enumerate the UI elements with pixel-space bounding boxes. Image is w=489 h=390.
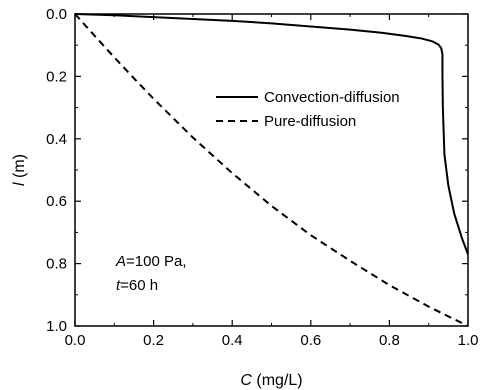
labels-layer: 0.0 0.2 0.4 0.6 0.8 1.00.00.20.40.60.81.0C (m… (11, 6, 478, 389)
y-tick-label: 0.0 (46, 6, 67, 23)
x-tick-label: 0.6 (300, 332, 321, 349)
y-tick-label: 0.8 (46, 256, 67, 273)
series-line-convection-diffusion (74, 13, 469, 255)
annotation: A=100 Pa, t=60 h (115, 253, 186, 294)
y-tick-label: 0.2 (46, 68, 67, 85)
y-axis-title: l (m) (11, 154, 28, 186)
legend: Convection-diffusion Pure-diffusion (216, 89, 400, 130)
legend-label: Pure-diffusion (264, 113, 356, 130)
ticks-layer (74, 13, 469, 327)
y-tick-label: 0.6 (46, 193, 67, 210)
x-tick-label: 0.8 (379, 332, 400, 349)
y-tick-label: 0.4 (46, 131, 67, 148)
x-tick-label: 0.2 (143, 332, 164, 349)
x-tick-label: 1.0 (458, 332, 479, 349)
annotation-line: t=60 h (116, 277, 158, 294)
annotation-line: A=100 Pa, (115, 253, 186, 270)
series-layer (74, 13, 469, 327)
legend-label: Convection-diffusion (264, 89, 400, 106)
x-tick-label: 0.0 (65, 332, 86, 349)
y-tick-label: 1.0 (46, 318, 67, 335)
x-tick-label: 0.4 (222, 332, 243, 349)
x-axis-title: C (mg/L) (240, 372, 302, 389)
